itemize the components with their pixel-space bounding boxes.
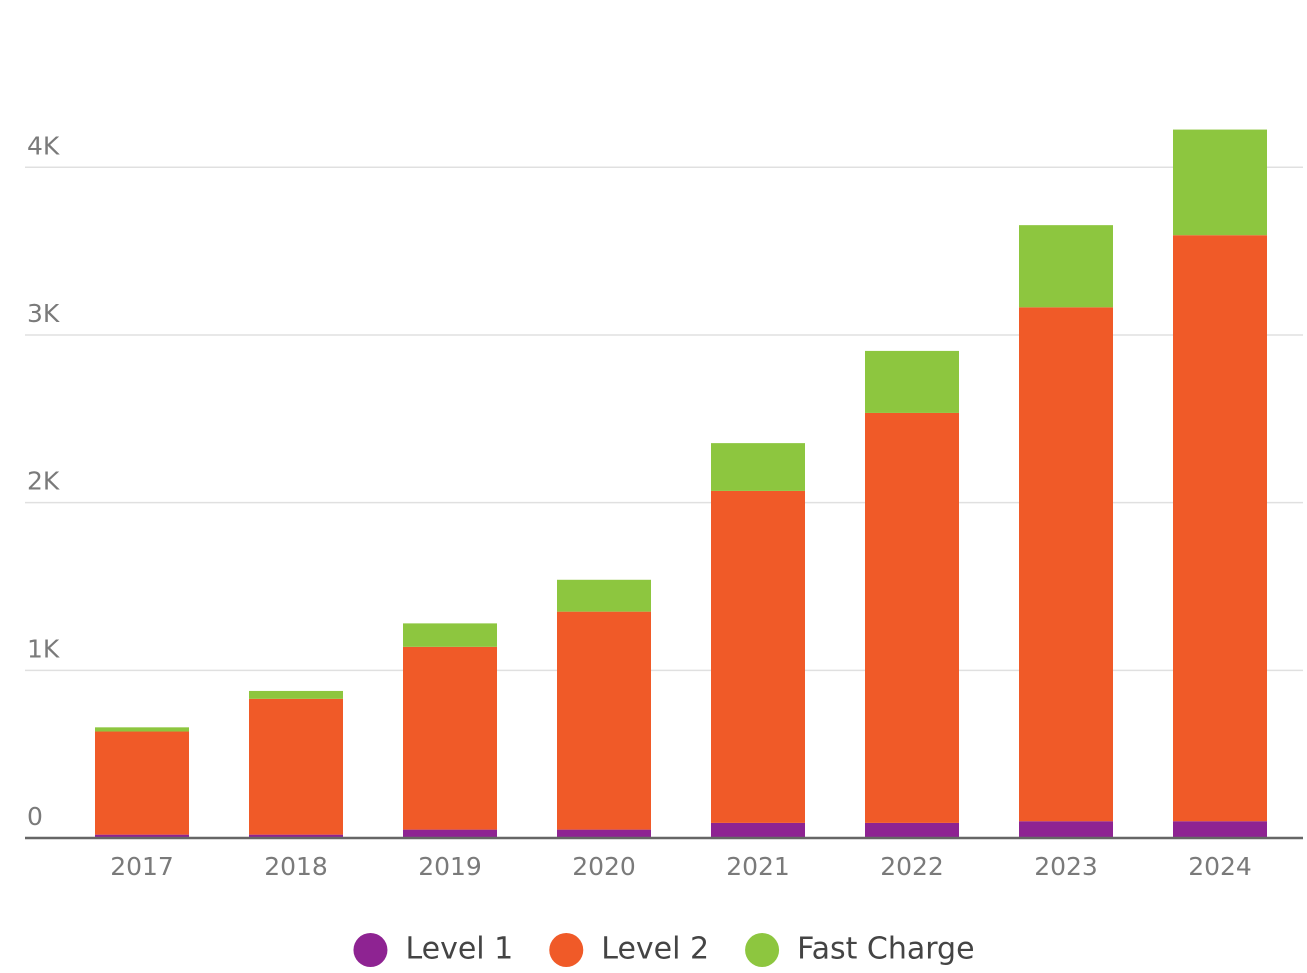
bar-segment: [711, 490, 805, 823]
bar-segment: [1019, 821, 1113, 838]
bar-segment: [1173, 235, 1267, 822]
bar-segment: [1173, 129, 1267, 236]
legend-label: Level 1: [405, 932, 513, 967]
bar-segment: [1019, 225, 1113, 308]
legend-swatch: [353, 933, 388, 967]
x-tick-label: 2023: [1034, 852, 1098, 881]
bar-segment: [865, 350, 959, 413]
bar-segment: [557, 829, 651, 838]
bar-segment: [1173, 821, 1267, 838]
legend-label: Level 2: [601, 932, 709, 967]
y-tick-label: 3K: [27, 299, 60, 328]
bar-segment: [557, 579, 651, 612]
x-tick-label: 2022: [880, 852, 944, 881]
bar-segment: [403, 623, 497, 647]
legend-label: Fast Charge: [797, 932, 974, 967]
bar-segment: [249, 698, 343, 835]
y-tick-label: 1K: [27, 634, 60, 663]
x-tick-label: 2021: [726, 852, 790, 881]
y-tick-label: 4K: [27, 131, 60, 160]
x-tick-label: 2024: [1188, 852, 1252, 881]
bar-segment: [1019, 307, 1113, 822]
legend-swatch: [745, 933, 780, 967]
x-tick-label: 2018: [264, 852, 328, 881]
y-tick-label: 2K: [27, 467, 60, 496]
bar-segment: [865, 822, 959, 838]
y-tick-label: 0: [27, 802, 43, 831]
bar-segment: [95, 731, 189, 835]
legend-swatch: [549, 933, 584, 967]
bar-segment: [403, 646, 497, 830]
x-tick-label: 2019: [418, 852, 482, 881]
bar-segment: [557, 611, 651, 830]
bar-segment: [249, 690, 343, 699]
x-tick-label: 2020: [572, 852, 636, 881]
bar-segment: [95, 834, 189, 838]
bar-segment: [95, 727, 189, 732]
bar-segment: [711, 822, 805, 838]
bar-segment: [711, 443, 805, 491]
bar-segment: [249, 834, 343, 838]
x-tick-label: 2017: [110, 852, 174, 881]
bar-segment: [403, 829, 497, 838]
bar-segment: [865, 412, 959, 823]
